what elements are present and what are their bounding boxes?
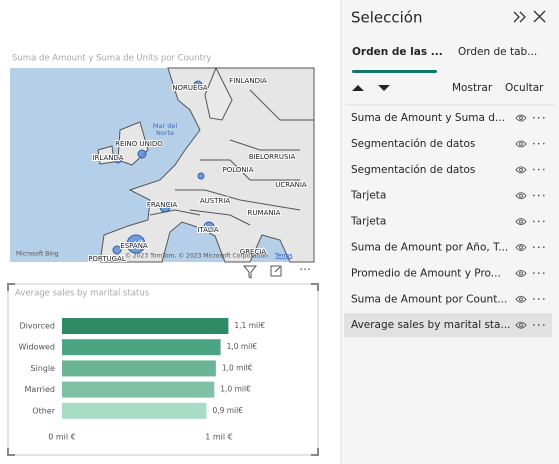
map-label: Norte [156, 129, 174, 137]
eye-icon[interactable] [515, 166, 527, 174]
map-borders [149, 89, 314, 226]
x-tick-label: 1 mil € [205, 433, 233, 442]
item-list: Suma de Amount y Suma d... Segmentación d… [344, 112, 552, 338]
item-label[interactable]: Promedio de Amount y Pro... [351, 267, 501, 279]
bar [62, 381, 215, 398]
map-title: Suma de Amount y Suma de Units por Count… [12, 54, 211, 64]
item-label[interactable]: Average sales by marital sta... [351, 319, 511, 331]
bar [62, 339, 221, 356]
collapse-icon[interactable] [513, 11, 526, 23]
map-label: UCRANIA [275, 181, 307, 189]
tab[interactable]: Orden de tab... [458, 46, 537, 58]
category-label: Other [32, 406, 55, 415]
category-label: Divorced [19, 322, 55, 331]
eye-icon[interactable] [515, 114, 527, 122]
more-icon[interactable]: ··· [299, 263, 310, 277]
focus-icon[interactable] [270, 265, 282, 277]
map-label: POLONIA [223, 166, 254, 174]
item-label[interactable]: Suma de Amount por Count... [351, 293, 507, 305]
eye-icon[interactable] [515, 218, 527, 226]
map-label: AUSTRIA [200, 197, 231, 205]
more-icon[interactable] [533, 220, 545, 223]
bar [62, 402, 207, 419]
eye-icon[interactable] [515, 140, 527, 148]
more-icon[interactable] [533, 246, 545, 249]
eye-icon[interactable] [515, 192, 527, 200]
item-label[interactable]: Tarjeta [350, 190, 386, 202]
map-label: GRECIA [240, 248, 267, 256]
more-icon[interactable] [533, 272, 545, 274]
eye-icon[interactable] [515, 295, 527, 303]
item-label[interactable]: Suma de Amount por Año, T... [351, 242, 508, 254]
attribution: © 2023 TomTom, © 2023 Microsoft Corporat… [125, 253, 268, 260]
show-all[interactable]: Mostrar [452, 82, 493, 94]
selection-pane [341, 0, 559, 464]
terms-link[interactable]: Terms [274, 253, 293, 260]
more-icon[interactable] [533, 117, 545, 119]
category-label: Married [25, 385, 55, 394]
more-icon[interactable] [533, 298, 545, 300]
value-label: 1,0 mil€ [222, 363, 253, 372]
map-label: FRANCIA [147, 201, 178, 209]
map-label: RUMANIA [248, 209, 281, 217]
map-bubbles [112, 80, 215, 255]
hide-all[interactable]: Ocultar [505, 82, 544, 94]
map-label: Mar del [153, 122, 177, 130]
map-label: IRLANDA [92, 154, 123, 162]
move-down[interactable] [378, 85, 390, 91]
map-land [97, 66, 315, 263]
more-icon[interactable] [533, 142, 545, 145]
eye-icon[interactable] [515, 244, 527, 251]
bar-chart: Divorced 1,1 mil€ Widowed 1,0 mil€ Single 1,0… [19, 318, 265, 442]
bar [62, 318, 229, 334]
move-up[interactable] [352, 85, 364, 91]
tab[interactable]: Orden de las ... [352, 46, 443, 58]
tab-underline [352, 70, 437, 73]
more-icon[interactable] [533, 324, 545, 326]
eye-icon[interactable] [515, 321, 527, 329]
filter-icon[interactable] [242, 265, 258, 279]
item-label[interactable]: Segmentación de datos [351, 138, 475, 150]
pane-title: Selección [351, 9, 423, 27]
item-highlight [344, 313, 552, 338]
map-label: ESPAÑA [120, 241, 148, 250]
map-label: NORUEGA [172, 84, 208, 92]
category-label: Widowed [19, 343, 55, 352]
item-label[interactable]: Suma de Amount y Suma d... [351, 112, 505, 124]
value-label: 1,0 mil€ [220, 385, 251, 394]
map-label: BIELORRUSIA [249, 153, 296, 161]
close-icon[interactable] [533, 10, 546, 23]
item-label[interactable]: Tarjeta [350, 216, 386, 228]
item-label[interactable]: Segmentación de datos [351, 164, 475, 176]
more-icon[interactable] [533, 168, 545, 171]
value-label: 1,0 mil€ [227, 342, 258, 351]
resize-handles [7, 283, 319, 456]
eye-icon[interactable] [515, 269, 527, 277]
map-label: ITALIA [197, 226, 219, 234]
category-label: Single [30, 364, 55, 373]
map-label: REINO UNIDO [115, 140, 163, 148]
bing-logo: Microsoft Bing [16, 251, 59, 258]
value-label: 0,9 mil€ [212, 406, 243, 415]
x-tick-label: 0 mil € [48, 433, 76, 442]
map-label: FINLANDIA [229, 77, 267, 85]
value-label: 1,1 mil€ [234, 321, 265, 330]
more-icon[interactable] [533, 194, 545, 197]
chart-title: Average sales by marital status [15, 289, 150, 299]
bar [62, 360, 216, 377]
map-label: PORTUGAL [88, 255, 126, 263]
